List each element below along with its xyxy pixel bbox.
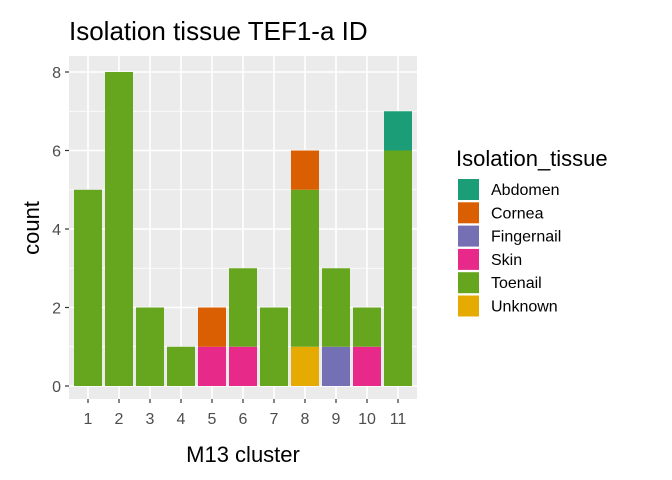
bar-segment-toenail-cluster-11	[384, 150, 412, 386]
x-tick-label: 5	[208, 411, 217, 428]
y-tick-label: 8	[52, 65, 61, 82]
bar-segment-skin-cluster-6	[229, 346, 257, 386]
y-axis-title: count	[19, 201, 44, 255]
x-tick-label: 1	[84, 411, 93, 428]
x-axis-title: M13 cluster	[186, 442, 300, 467]
legend-key-abdomen	[458, 179, 479, 200]
bar-segment-toenail-cluster-2	[105, 72, 133, 386]
legend-title: Isolation_tissue	[456, 146, 608, 171]
legend-label-unknown: Unknown	[491, 299, 558, 316]
legend-label-abdomen: Abdomen	[491, 182, 560, 199]
x-axis: 1 2 3 4 5 6 7 8 9 10 11	[84, 399, 407, 428]
bar-segment-toenail-cluster-3	[136, 307, 164, 386]
y-tick-label: 2	[52, 301, 61, 318]
legend-key-unknown	[458, 295, 479, 317]
x-tick-label: 6	[239, 411, 248, 428]
bar-segment-toenail-cluster-7	[260, 307, 288, 386]
bar-segment-toenail-cluster-4	[167, 346, 195, 386]
bar-segment-fingernail-cluster-9	[322, 346, 350, 386]
bar-segment-unknown-cluster-8	[291, 346, 319, 386]
x-tick-label: 3	[146, 411, 155, 428]
x-tick-label: 11	[390, 411, 407, 428]
bar-segment-cornea-cluster-8	[291, 150, 319, 190]
x-tick-label: 8	[301, 411, 310, 428]
legend-key-cornea	[458, 202, 479, 224]
legend-label-skin: Skin	[491, 252, 522, 269]
bar-segment-toenail-cluster-10	[353, 307, 381, 347]
legend-label-toenail: Toenail	[491, 275, 542, 292]
bar-segment-cornea-cluster-5	[198, 307, 226, 347]
bar-segment-toenail-cluster-8	[291, 189, 319, 347]
bar-segment-skin-cluster-5	[198, 346, 226, 386]
x-tick-label: 10	[358, 411, 376, 428]
legend-key-skin	[458, 248, 479, 270]
y-tick-label: 6	[52, 144, 61, 161]
legend-key-toenail	[458, 272, 479, 294]
x-tick-label: 9	[332, 411, 341, 428]
legend-label-cornea: Cornea	[491, 205, 544, 222]
bar-segment-toenail-cluster-9	[322, 268, 350, 347]
y-axis: 0 2 4 6 8	[52, 65, 69, 396]
bar-segment-skin-cluster-10	[353, 346, 381, 386]
x-tick-label: 7	[270, 411, 279, 428]
legend-label-fingernail: Fingernail	[491, 229, 561, 246]
bar-segment-abdomen-cluster-11	[384, 111, 412, 151]
bar-segment-toenail-cluster-6	[229, 268, 257, 347]
legend-key-fingernail	[458, 225, 479, 247]
y-tick-label: 0	[52, 379, 61, 396]
bars	[74, 72, 412, 386]
y-tick-label: 4	[52, 222, 61, 239]
chart-title: Isolation tissue TEF1-a ID	[69, 16, 368, 46]
x-tick-label: 2	[115, 411, 124, 428]
legend: Isolation_tissue Abdomen Cornea Fingernail…	[456, 146, 608, 317]
bar-segment-toenail-cluster-1	[74, 189, 102, 386]
x-tick-label: 4	[177, 411, 186, 428]
